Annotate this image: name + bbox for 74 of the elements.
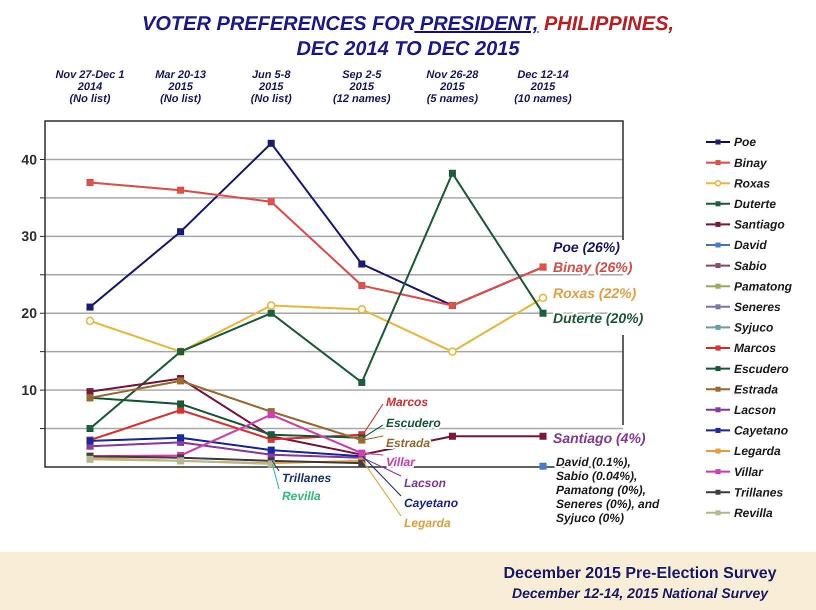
annotation: David (0.1%), Sabio (0.04%), Pamatong (0%), Seneres (0%), and Syjuco (0%)	[556, 455, 660, 525]
annotation: Santiago (4%)	[553, 430, 646, 446]
annotation: Trillanes	[282, 471, 332, 485]
x-tick-label: Mar 20-13 2015 (No list)	[155, 69, 206, 105]
legend-label: Lacson	[734, 403, 776, 417]
point	[358, 460, 366, 467]
annotation: Revilla	[282, 489, 322, 503]
text: December 2015 Pre-Election Survey	[503, 565, 777, 582]
point	[540, 462, 546, 470]
point	[448, 432, 456, 440]
legend-label: Binay	[734, 156, 768, 170]
point	[86, 179, 94, 186]
point	[448, 347, 457, 356]
point	[86, 425, 94, 432]
y-tick-label: 40	[21, 151, 38, 168]
point	[540, 310, 546, 317]
chart-subtitle: DEC 2014 TO DEC 2015	[296, 38, 520, 60]
legend-label: Sabio	[734, 258, 767, 273]
legend-label: Poe	[734, 135, 756, 150]
x-tick-label: Jun 5-8 2015 (No list)	[250, 69, 292, 105]
legend-label: Seneres	[734, 300, 782, 314]
legend-label: Pamatong	[734, 279, 793, 294]
point	[358, 282, 366, 290]
point	[268, 446, 275, 454]
point	[177, 434, 184, 442]
point	[86, 388, 94, 396]
point	[86, 304, 94, 311]
point	[177, 186, 184, 194]
point	[268, 140, 275, 147]
legend-label: Duterte	[734, 197, 776, 211]
point	[266, 301, 276, 310]
legend-label: Syjuco	[734, 320, 774, 335]
point	[448, 170, 456, 177]
point	[540, 432, 546, 440]
annotation: Legarda	[404, 516, 452, 530]
y-tick-label: 20	[21, 305, 38, 322]
point	[86, 316, 94, 326]
point	[268, 198, 275, 206]
point	[358, 378, 366, 386]
annotation: Poe (26%)	[553, 239, 620, 255]
x-tick-label: Nov 27-Dec 1 2014 (No list)	[55, 69, 125, 105]
y-tick-label: 30	[21, 228, 38, 244]
annotation: Duterte (20%)	[553, 310, 644, 326]
x-tick-label: Dec 12-14 2015 (10 names)	[514, 69, 572, 105]
annotation: Roxas (22%)	[553, 285, 637, 301]
point	[358, 260, 366, 268]
legend-label: Estrada	[734, 382, 778, 396]
annotation: Villar	[386, 455, 416, 469]
legend-label: David	[734, 238, 768, 252]
point	[268, 310, 275, 317]
point	[177, 228, 184, 236]
legend-label: Roxas	[734, 176, 770, 190]
annotation: Binay (26%)	[553, 259, 633, 275]
chart-title: VOTER PREFERENCES FOR PRESIDENT, PHILIPPINES,	[142, 13, 674, 35]
x-tick-label: Sep 2-5 2015 (12 names)	[333, 69, 391, 105]
legend-label: Santiago	[734, 218, 785, 232]
annotation: Escudero	[386, 416, 441, 430]
point	[177, 400, 184, 408]
legend-label: Trillanes	[734, 485, 784, 500]
point	[268, 411, 275, 418]
legend-label: Villar	[734, 464, 764, 479]
annotation: Marcos	[386, 395, 428, 409]
x-tick-label: Nov 26-28 2015 (5 names)	[426, 69, 480, 105]
legend-label: Revilla	[734, 506, 774, 520]
text: December 12-14, 2015 National Survey	[512, 585, 770, 601]
annotation: Cayetano	[404, 496, 458, 510]
legend-label: Legarda	[734, 444, 782, 458]
legend-label: Cayetano	[734, 424, 788, 438]
point	[358, 305, 366, 314]
y-tick-label: 10	[21, 382, 38, 398]
legend-label: Marcos	[734, 341, 776, 356]
annotation: Lacson	[404, 476, 446, 490]
legend-label: Escudero	[734, 362, 789, 376]
point	[538, 294, 548, 302]
